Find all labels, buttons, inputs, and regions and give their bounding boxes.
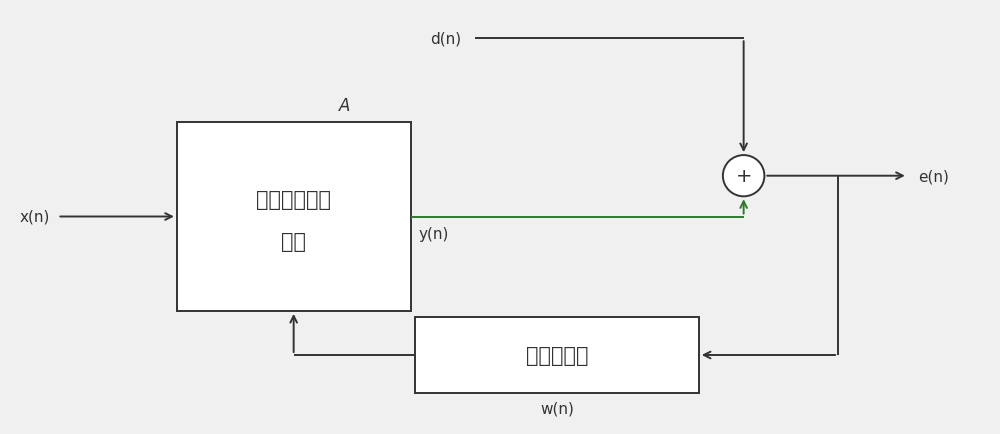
Text: 自适应算法: 自适应算法 bbox=[526, 345, 588, 365]
Text: 模块: 模块 bbox=[281, 232, 306, 252]
Circle shape bbox=[723, 156, 764, 197]
Text: w(n): w(n) bbox=[540, 401, 574, 415]
Bar bbox=[415, 318, 699, 393]
Text: y(n): y(n) bbox=[418, 226, 449, 241]
Text: +: + bbox=[735, 167, 752, 186]
Text: d(n): d(n) bbox=[430, 32, 462, 47]
Text: 自适应滤波器: 自适应滤波器 bbox=[256, 189, 331, 209]
Text: x(n): x(n) bbox=[19, 210, 50, 224]
Text: A: A bbox=[339, 97, 351, 115]
Text: e(n): e(n) bbox=[918, 169, 949, 184]
Bar bbox=[177, 123, 411, 311]
